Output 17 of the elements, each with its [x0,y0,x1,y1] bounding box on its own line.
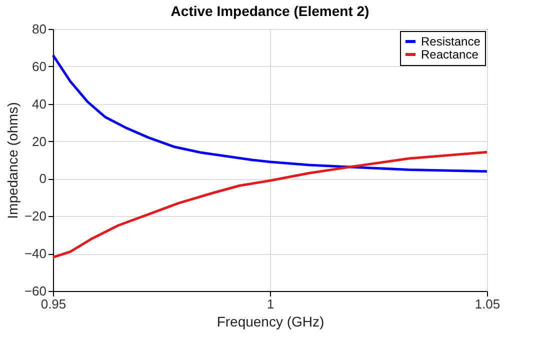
line-series [52,150,488,259]
legend-label: Reactance [421,48,479,62]
y-tick-label: −20 [24,208,46,224]
x-axis-title: Frequency (GHz) [216,314,324,330]
x-tick-label: 1 [266,296,274,312]
x-tick-label: 1.05 [474,296,500,312]
y-tick-label: 60 [32,58,46,74]
x-tick-label: 0.95 [40,296,66,312]
y-tick-label: 0 [39,171,46,186]
y-tick-label: −60 [24,284,46,298]
legend-label: Resistance [421,34,481,48]
y-tick-label: 40 [32,96,46,112]
y-tick-label: 20 [32,134,46,149]
y-tick-label: 80 [32,22,46,36]
y-tick-label: −40 [24,246,46,262]
chart-title: Active Impedance (Element 2) [170,3,370,19]
y-axis-title: Impedance (ohms) [4,102,20,219]
